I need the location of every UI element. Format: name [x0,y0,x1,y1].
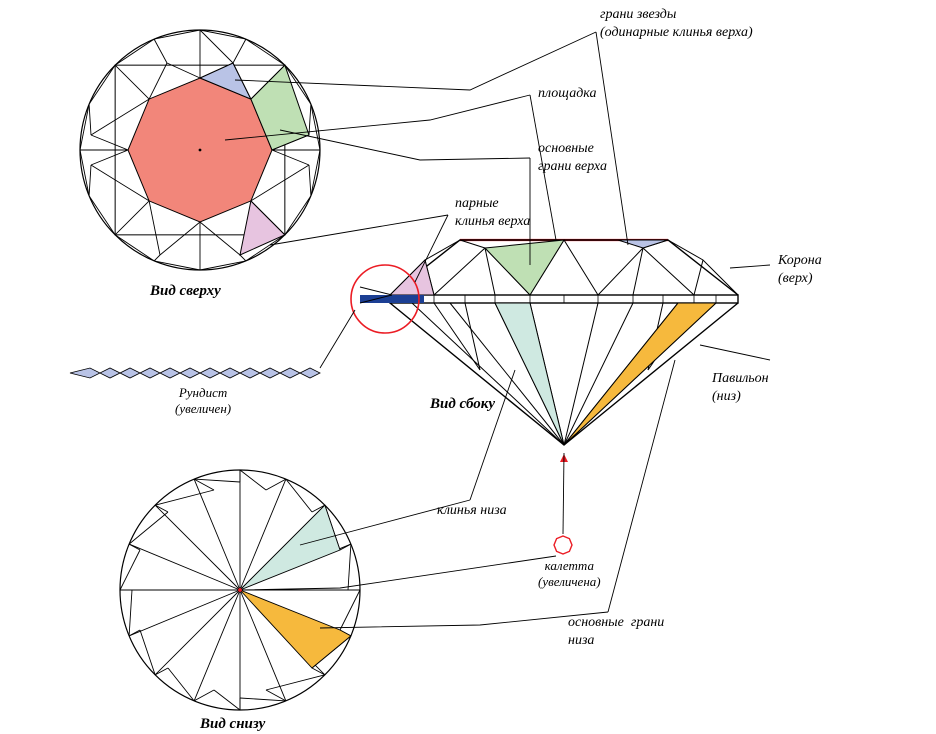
side-view [360,240,738,462]
star-facets-label: грани звезды (одинарные клинья верха) [600,6,753,41]
girdle-strip [70,368,320,378]
girdle-label: Рундист (увеличен) [175,385,231,418]
bottom-view-title: Вид снизу [200,715,265,734]
pavilion-label: Павильон (низ) [712,370,769,405]
top-view-title: Вид сверху [150,282,221,301]
top-view [80,30,320,270]
bottom-view [120,470,360,710]
pair-top-label: парные клинья верха [455,195,530,230]
crown-label: Корона (верх) [778,252,822,287]
table-label: площадка [538,85,596,103]
main-bottom-label: основные грани низа [568,614,664,649]
lower-wedge-label: клинья низа [437,502,507,520]
main-top-label: основные грани верха [538,140,607,175]
culet-icon [554,536,572,554]
culet-label: калетта (увеличена) [538,558,601,591]
side-view-title: Вид сбоку [430,395,495,414]
diagram-canvas [0,0,936,734]
